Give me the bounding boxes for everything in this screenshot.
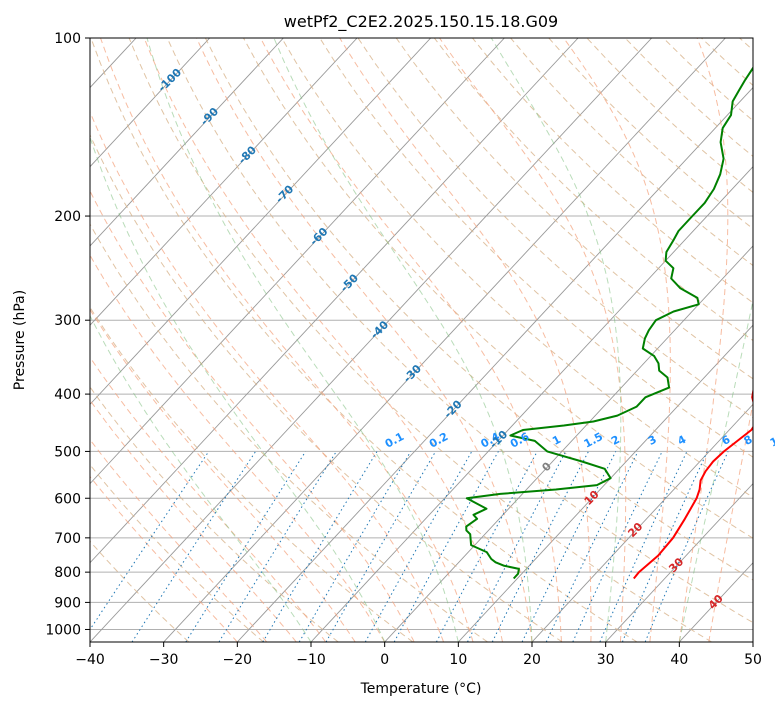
- y-tick-label: 700: [54, 531, 81, 547]
- moist-adiabat-line: [439, 38, 627, 642]
- mixing-ratio-label: 10: [768, 431, 775, 450]
- mixing-ratio-line: [521, 451, 617, 642]
- dry-adiabat-line: [90, 386, 339, 642]
- isotherm-line: [310, 166, 753, 642]
- isotherm-line: [90, 38, 358, 326]
- mixing-ratio-line: [90, 451, 210, 631]
- mixing-ratio-line: [572, 451, 663, 642]
- isotherm-line: [90, 38, 653, 642]
- mixing-ratio-line: [545, 451, 639, 642]
- green-guide-line: [678, 298, 753, 642]
- dry-adiabat-line: [90, 463, 264, 642]
- moist-adiabat-line: [563, 38, 671, 642]
- y-tick-label: 600: [54, 491, 81, 507]
- y-tick-label: 1000: [45, 622, 81, 638]
- isotherm-line: [90, 38, 505, 485]
- temperature-series-line: [633, 387, 753, 580]
- plot-background: [90, 38, 753, 642]
- y-tick-label: 400: [54, 387, 81, 403]
- moist-adiabat-line: [708, 400, 753, 642]
- moist-adiabat-line: [90, 254, 386, 642]
- moist-adiabat-line: [90, 308, 356, 642]
- isotherm-line: [531, 403, 753, 642]
- isotherm-line: [457, 324, 753, 642]
- dry-adiabat-line: [90, 540, 190, 642]
- y-tick-label: 800: [54, 565, 81, 581]
- green-guide-line: [490, 38, 622, 642]
- x-tick-label: 10: [449, 652, 467, 668]
- moist-adiabat-line: [90, 190, 415, 642]
- green-guide-line: [273, 38, 533, 642]
- moist-adiabat-line: [90, 399, 297, 642]
- chart-title: wetPf2_C2E2.2025.150.15.18.G09: [284, 12, 558, 32]
- x-tick-label: 30: [597, 652, 615, 668]
- y-tick-label: 900: [54, 595, 81, 611]
- isotherm-line: [163, 38, 726, 642]
- dry-adiabat-line: [281, 38, 753, 498]
- mixing-ratio-line: [393, 451, 499, 642]
- y-tick-label: 200: [54, 209, 81, 225]
- y-axis-label: Pressure (hPa): [12, 290, 28, 390]
- dry-adiabat-line: [90, 133, 563, 642]
- moist-adiabat-line: [90, 356, 327, 642]
- green-guide-line: [90, 135, 386, 642]
- x-tick-label: 40: [670, 652, 688, 668]
- dewpoint-series-line: [465, 66, 753, 580]
- x-tick-label: −20: [223, 652, 253, 668]
- green-guide-line: [146, 38, 459, 642]
- isotherm-line: [605, 482, 753, 642]
- x-tick-label: −30: [149, 652, 179, 668]
- tick-layer: −40 −30 −20 −10 0 10 20 30 40 50 100 200 300 400 500 60…: [45, 31, 762, 668]
- isotherm-line: [90, 38, 432, 406]
- y-tick-label: 100: [54, 31, 81, 47]
- x-tick-label: 0: [380, 652, 389, 668]
- moist-adiabat-line: [196, 38, 533, 642]
- moist-adiabat-line: [260, 38, 562, 642]
- mixing-ratio-line: [185, 451, 307, 642]
- isotherm-line: [90, 38, 211, 168]
- series-layer: [465, 66, 753, 580]
- isotherm-line: [384, 245, 753, 642]
- moist-adiabat-line: [90, 110, 445, 642]
- dry-adiabat-line: [395, 38, 753, 380]
- x-tick-label: 50: [744, 652, 762, 668]
- mixing-ratio-line: [262, 451, 378, 642]
- moist-adiabat-line: [143, 38, 503, 642]
- mixing-ratio-line: [218, 451, 337, 642]
- y-tick-label: 300: [54, 313, 81, 329]
- dry-adiabat-line: [472, 38, 753, 304]
- dry-adiabat-line: [204, 38, 753, 581]
- dry-adiabat-line: [128, 38, 712, 642]
- mixing-ratio-line: [298, 451, 412, 642]
- moist-adiabat-line: [100, 38, 474, 642]
- isotherm-line: [90, 38, 284, 247]
- x-tick-label: −10: [296, 652, 326, 668]
- dry-adiabat-line: [90, 223, 488, 642]
- mixing-ratio-line: [131, 451, 257, 642]
- green-guide-line: [90, 314, 312, 642]
- plot-frame: [89, 37, 754, 643]
- x-tick-label: 20: [523, 652, 541, 668]
- grid-layer: [90, 38, 753, 642]
- x-tick-label: −40: [75, 652, 105, 668]
- dry-adiabat-line: [166, 38, 753, 624]
- dry-adiabat-line: [90, 38, 638, 642]
- y-tick-label: 500: [54, 444, 81, 460]
- moist-adiabat-line: [678, 38, 729, 642]
- dry-adiabat-line: [243, 38, 753, 539]
- isotherm-line: [236, 86, 753, 642]
- x-axis-label: Temperature (°C): [360, 681, 482, 697]
